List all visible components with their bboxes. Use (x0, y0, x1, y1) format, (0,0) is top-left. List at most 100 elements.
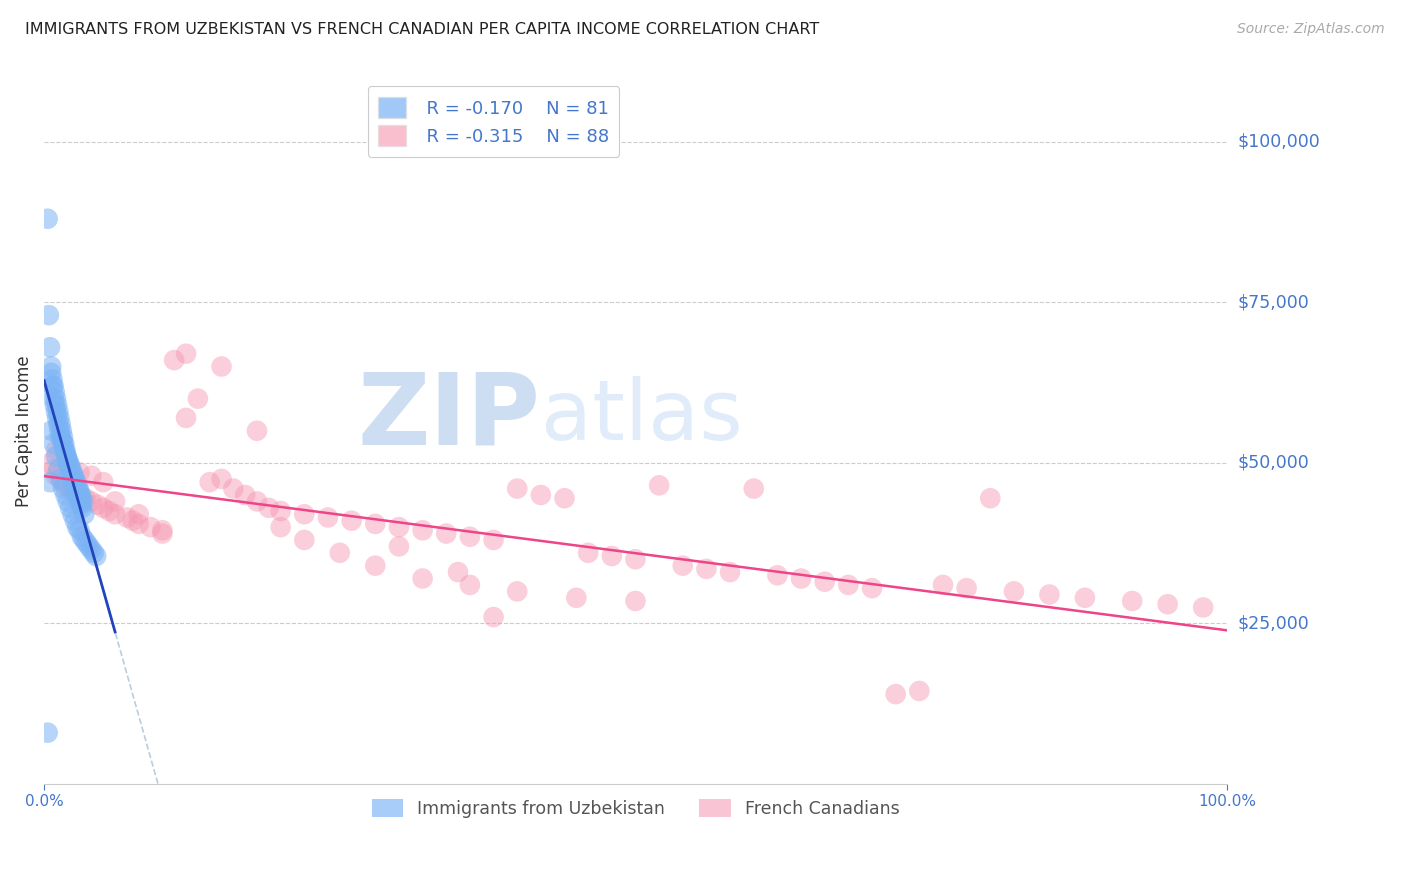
Point (62, 508, 84, 522)
Point (48, 424, 70, 438)
Point (104, 508, 127, 522)
Point (91, 500, 114, 515)
Point (52, 482, 75, 496)
Point (115, 510, 138, 524)
Point (59, 466, 82, 480)
Point (55, 488, 77, 502)
Point (58, 459, 80, 474)
Point (69, 524, 91, 538)
Point (73, 508, 96, 522)
Point (39, 424, 62, 438)
Point (60, 468, 83, 483)
Point (174, 346, 197, 360)
Point (51, 475, 73, 490)
Point (39, 359, 62, 374)
Point (83, 546, 105, 560)
Point (45, 392, 67, 406)
Point (62, 475, 84, 490)
Point (46, 417, 69, 432)
Point (316, 510, 339, 524)
Point (69, 494, 91, 508)
Point (884, 687, 907, 701)
Point (150, 526, 173, 541)
Point (67, 482, 90, 496)
Point (837, 578, 859, 592)
Point (41, 379, 63, 393)
Point (1121, 594, 1143, 608)
Point (270, 504, 292, 518)
Point (624, 594, 647, 608)
Point (530, 488, 553, 502)
Point (69, 488, 91, 502)
Point (62, 475, 84, 490)
Point (39, 456, 62, 470)
Point (340, 514, 363, 528)
Point (69, 466, 91, 480)
Point (45, 450, 67, 464)
Point (42, 379, 65, 393)
Point (174, 411, 197, 425)
Point (447, 565, 470, 579)
Point (38, 308, 60, 322)
Point (42, 436, 65, 450)
Point (45, 404, 67, 418)
Point (56, 456, 79, 470)
Point (55, 443, 77, 458)
Point (80, 542, 103, 557)
Point (51, 424, 73, 438)
Point (55, 478, 77, 492)
Point (624, 552, 647, 566)
Point (76, 536, 98, 550)
Point (80, 468, 103, 483)
Point (979, 491, 1001, 506)
Text: $75,000: $75,000 (1237, 293, 1310, 311)
Point (49, 430, 72, 444)
Point (672, 558, 695, 573)
Point (80, 494, 103, 508)
Point (270, 520, 292, 534)
Point (66, 488, 89, 502)
Point (364, 558, 387, 573)
Point (70, 500, 93, 515)
Point (62, 468, 84, 483)
Point (412, 572, 434, 586)
Point (49, 472, 72, 486)
Point (860, 581, 883, 595)
Point (576, 546, 599, 560)
Point (814, 574, 837, 589)
Point (292, 533, 315, 547)
Point (187, 392, 209, 406)
Point (163, 353, 186, 368)
Point (718, 565, 741, 579)
Point (41, 372, 63, 386)
Point (388, 540, 411, 554)
Point (44, 385, 66, 400)
Point (55, 446, 77, 460)
Point (412, 524, 434, 538)
Point (60, 462, 83, 476)
Point (45, 468, 67, 483)
Point (42, 462, 65, 476)
Point (956, 581, 979, 595)
Point (648, 478, 671, 492)
Point (364, 516, 387, 531)
Point (66, 520, 89, 534)
Point (482, 533, 505, 547)
Point (600, 549, 623, 563)
Point (52, 430, 75, 444)
Point (69, 488, 91, 502)
Point (150, 524, 173, 538)
Point (458, 578, 481, 592)
Point (233, 488, 256, 502)
Point (63, 472, 86, 486)
Point (46, 398, 69, 412)
Point (46, 404, 69, 418)
Point (70, 491, 93, 506)
Text: ZIP: ZIP (359, 368, 541, 465)
Point (63, 514, 86, 528)
Point (908, 684, 931, 698)
Point (742, 482, 765, 496)
Point (98, 504, 121, 518)
Point (77, 540, 100, 554)
Point (51, 434, 73, 448)
